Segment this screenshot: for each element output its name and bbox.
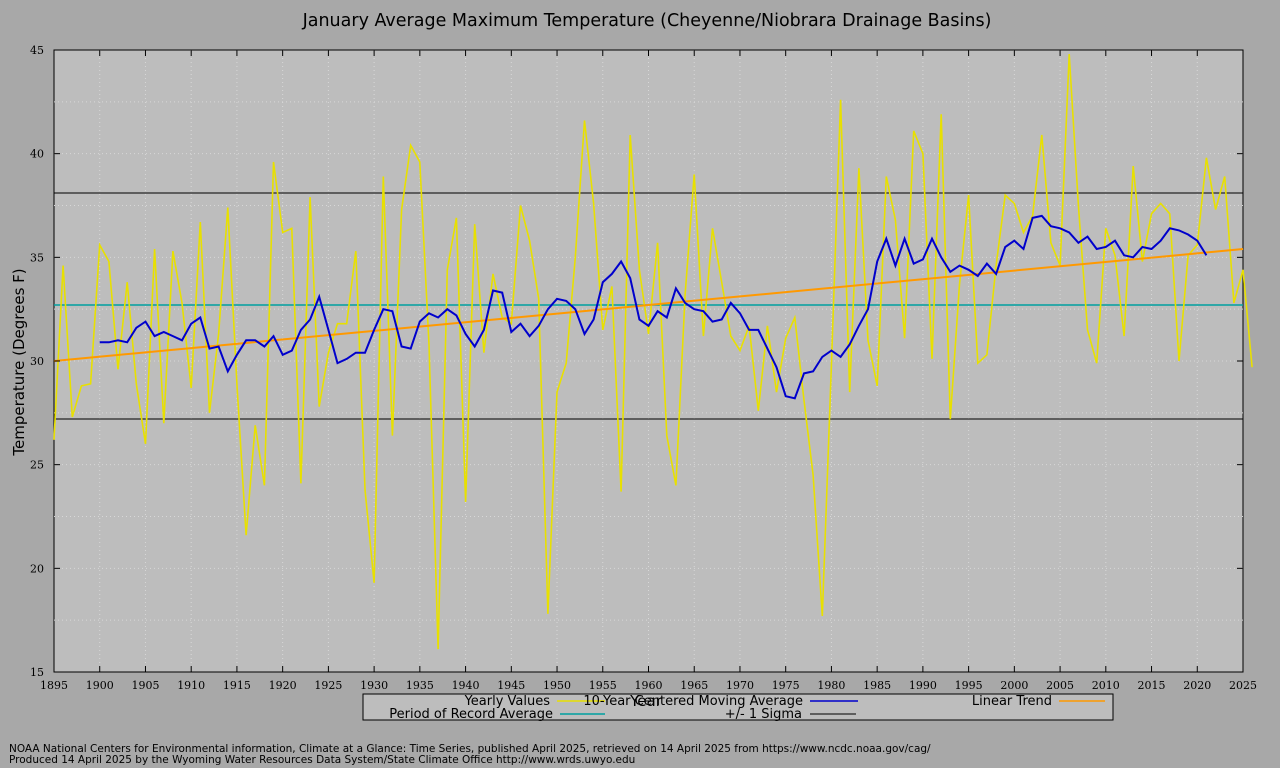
yearly-values-line xyxy=(53,54,1253,650)
x-tick-label: 1925 xyxy=(314,679,342,692)
x-tick-label: 1910 xyxy=(177,679,205,692)
y-tick-label: 40 xyxy=(30,148,44,161)
x-tick-label: 1945 xyxy=(497,679,525,692)
x-tick-label: 1995 xyxy=(955,679,983,692)
legend-label-sigma: +/- 1 Sigma xyxy=(725,707,802,722)
x-tick-label: 1915 xyxy=(223,679,251,692)
x-tick-label: 1985 xyxy=(863,679,891,692)
x-tick-label: 2000 xyxy=(1000,679,1028,692)
moving-average-line xyxy=(99,214,1208,400)
x-tick-label: 1950 xyxy=(543,679,571,692)
axis-ticks: 1895 1900 1905 1910 1915 1920 1925 1930 1935 1940… xyxy=(30,44,1257,692)
y-tick-label: 15 xyxy=(30,666,44,679)
x-tick-label: 1905 xyxy=(131,679,159,692)
y-tick-label: 20 xyxy=(30,562,44,575)
legend-box xyxy=(362,693,1114,721)
x-tick-label: 1955 xyxy=(589,679,617,692)
x-tick-label: 2015 xyxy=(1138,679,1166,692)
y-axis-label: Temperature (Degrees F) xyxy=(10,268,28,456)
legend-label-yearly: Yearly Values xyxy=(464,694,551,709)
legend-label-por-average: Period of Record Average xyxy=(389,707,553,722)
x-tick-label: 1920 xyxy=(269,679,297,692)
legend-label-trend: Linear Trend xyxy=(972,694,1052,709)
y-tick-label: 45 xyxy=(30,44,44,57)
x-tick-label: 1895 xyxy=(40,679,68,692)
x-tick-label: 1940 xyxy=(452,679,480,692)
y-tick-label: 30 xyxy=(30,355,44,368)
x-tick-label: 2005 xyxy=(1046,679,1074,692)
x-tick-label: 1900 xyxy=(86,679,114,692)
y-tick-label: 35 xyxy=(30,251,44,264)
x-tick-label: 2025 xyxy=(1229,679,1257,692)
linear-trend-line xyxy=(53,248,1244,362)
x-tick-label: 1990 xyxy=(909,679,937,692)
series-lines xyxy=(53,54,1253,650)
legend-label-moving-average: 10-Year Centered Moving Average xyxy=(583,694,803,709)
x-axis-label: Year xyxy=(629,692,663,710)
x-tick-label: 1960 xyxy=(635,679,663,692)
x-tick-label: 1965 xyxy=(680,679,708,692)
plot-area xyxy=(53,49,1244,673)
x-tick-label: 1935 xyxy=(406,679,434,692)
credit-line-2: Produced 14 April 2025 by the Wyoming Wa… xyxy=(9,754,635,766)
credit-line-1: NOAA National Centers for Environmental … xyxy=(9,743,931,755)
chart-title: January Average Maximum Temperature (Che… xyxy=(302,11,992,31)
x-tick-label: 1930 xyxy=(360,679,388,692)
x-tick-label: 2010 xyxy=(1092,679,1120,692)
legend: Yearly Values Year 10-Year Centered Movi… xyxy=(362,692,1114,722)
x-tick-label: 2020 xyxy=(1183,679,1211,692)
y-tick-label: 25 xyxy=(30,459,44,472)
x-tick-label: 1975 xyxy=(772,679,800,692)
x-tick-label: 1980 xyxy=(817,679,845,692)
x-tick-label: 1970 xyxy=(726,679,754,692)
